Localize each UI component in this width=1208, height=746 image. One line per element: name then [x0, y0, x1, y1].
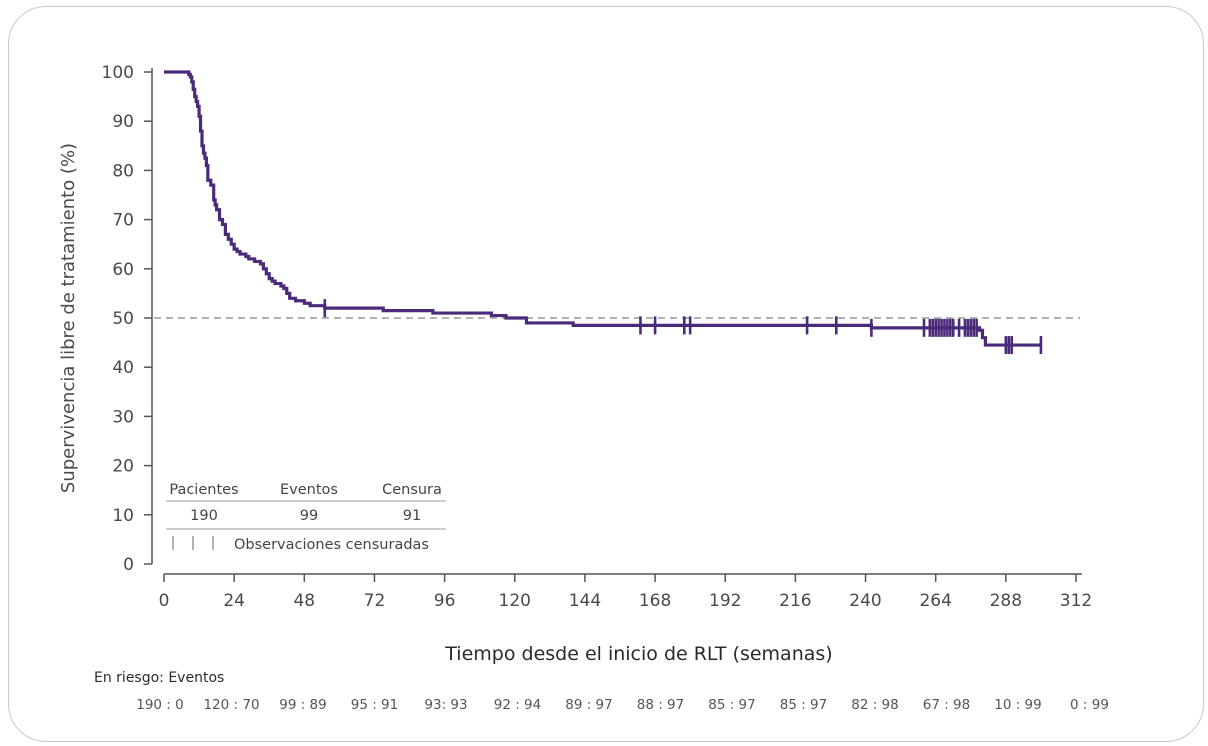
- censor-legend-label: Observaciones censuradas: [234, 537, 429, 553]
- x-tick-label: 168: [639, 591, 671, 611]
- at-risk-value: 93: 93: [424, 697, 467, 713]
- y-tick-label: 90: [112, 112, 134, 132]
- y-tick-label: 50: [112, 309, 134, 329]
- x-tick-label: 312: [1060, 591, 1092, 611]
- x-tick-label: 240: [849, 591, 881, 611]
- axes-group: [151, 68, 1082, 575]
- x-tick-label: 120: [499, 591, 531, 611]
- x-axis-label: Tiempo desde el inicio de RLT (semanas): [444, 643, 832, 665]
- at-risk-value: 85 : 97: [708, 697, 756, 713]
- y-tick-label: 100: [102, 63, 134, 83]
- y-tick-label: 80: [112, 161, 134, 181]
- at-risk-label: En riesgo: Eventos: [94, 670, 224, 686]
- x-tick-label: 0: [159, 591, 170, 611]
- x-tick-label: 72: [364, 591, 386, 611]
- y-ticks-group: 0 10 20 30 40 50 60 70 80 90 100: [102, 63, 152, 575]
- x-ticks-group: 0 24 48 72 96 120 144 168 192 216 240 264 288 312: [159, 574, 1092, 611]
- at-risk-value: 0 : 99: [1070, 697, 1109, 713]
- x-tick-label: 216: [779, 591, 811, 611]
- at-risk-value: 85 : 97: [780, 697, 828, 713]
- y-tick-label: 10: [112, 506, 134, 526]
- summary-value: 190: [190, 508, 218, 524]
- at-risk-value: 82 : 98: [851, 697, 899, 713]
- summary-value: 91: [403, 508, 421, 524]
- x-tick-label: 192: [709, 591, 741, 611]
- at-risk-value: 92 : 94: [494, 697, 542, 713]
- chart-frame: [8, 6, 1204, 742]
- y-tick-label: 60: [112, 260, 134, 280]
- at-risk-value: 120 : 70: [203, 697, 259, 713]
- y-axis-label: Supervivencia libre de tratamiento (%): [58, 143, 79, 493]
- at-risk-row: 190 : 0 120 : 70 99 : 89 95 : 91 93: 93 92 : …: [136, 697, 1109, 713]
- x-tick-label: 264: [919, 591, 951, 611]
- summary-table: Pacientes Eventos Censura 190 99 91 Observacio…: [166, 482, 446, 553]
- at-risk-value: 10 : 99: [994, 697, 1042, 713]
- summary-header: Pacientes: [169, 482, 238, 498]
- y-tick-label: 40: [112, 358, 134, 378]
- at-risk-value: 95 : 91: [351, 697, 399, 713]
- x-tick-label: 144: [569, 591, 601, 611]
- at-risk-value: 89 : 97: [565, 697, 613, 713]
- y-tick-label: 30: [112, 407, 134, 427]
- at-risk-value: 88 : 97: [637, 697, 685, 713]
- summary-header: Eventos: [280, 482, 338, 498]
- x-tick-label: 288: [990, 591, 1022, 611]
- x-tick-label: 24: [223, 591, 245, 611]
- x-tick-label: 48: [293, 591, 315, 611]
- at-risk-value: 99 : 89: [279, 697, 327, 713]
- summary-header: Censura: [382, 482, 442, 498]
- at-risk-value: 190 : 0: [136, 697, 184, 713]
- at-risk-value: 67 : 98: [923, 697, 971, 713]
- summary-value: 99: [300, 508, 318, 524]
- y-tick-label: 70: [112, 211, 134, 231]
- y-tick-label: 20: [112, 457, 134, 477]
- y-tick-label: 0: [123, 555, 134, 575]
- x-tick-label: 96: [434, 591, 456, 611]
- survival-curve-line: [164, 70, 1041, 347]
- survival-curve-group: [164, 70, 1043, 355]
